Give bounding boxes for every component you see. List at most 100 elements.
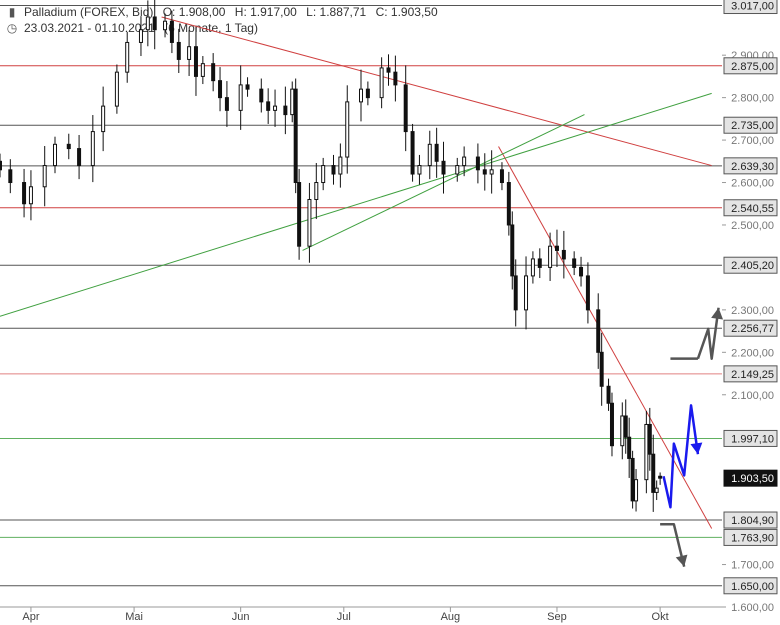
candle-body-49 <box>441 160 446 175</box>
candle-body-32 <box>297 182 302 247</box>
x-tick-label-2: Jun <box>232 611 250 623</box>
candle-body-14 <box>152 16 157 31</box>
instrument-name: Palladium (FOREX, Bid) <box>24 5 154 19</box>
candle-body-10 <box>114 71 119 107</box>
candle-body-79 <box>651 453 656 493</box>
level-tag-label-1: 2.875,00 <box>731 61 774 73</box>
level-tag-label-0: 3.017,00 <box>731 1 774 13</box>
level-tag-box-5 <box>723 256 778 274</box>
candle-body-15 <box>163 20 168 31</box>
scenario-path-2 <box>696 307 720 360</box>
candle-body-28 <box>273 105 278 111</box>
candle-body-2 <box>22 182 27 205</box>
level-tag-box-1 <box>723 57 778 75</box>
candle-body-33 <box>307 199 312 247</box>
candle-body-72 <box>620 415 625 447</box>
candle-body-48 <box>434 143 439 162</box>
level-tag-label-8: 1.997,10 <box>731 433 774 445</box>
candle-body-62 <box>548 245 553 268</box>
last-price-tag-box <box>723 469 778 487</box>
candle-body-69 <box>599 351 604 387</box>
x-tick-label-4: Aug <box>441 611 461 623</box>
candle-body-23 <box>224 97 229 111</box>
candle-body-45 <box>410 131 415 175</box>
candle-body-3 <box>28 186 33 205</box>
x-tick-label-5: Sep <box>547 611 567 623</box>
candle-body-36 <box>331 165 336 175</box>
level-tag-label-5: 2.405,20 <box>731 260 774 272</box>
open-value: O: 1.908,00 <box>162 5 226 19</box>
candle-body-0 <box>0 160 2 171</box>
level-tag-label-6: 2.256,77 <box>731 323 774 335</box>
candle-body-34 <box>314 182 319 201</box>
candle-body-64 <box>561 249 566 260</box>
candle-body-56 <box>506 182 511 226</box>
chart-header-line1: ▮ Palladium (FOREX, Bid) O: 1.908,00 H: 1… <box>6 5 444 19</box>
candle-body-50 <box>455 165 460 175</box>
candle-body-39 <box>359 88 363 103</box>
level-tag-label-10: 1.763,90 <box>731 532 774 544</box>
candle-body-76 <box>634 479 639 502</box>
x-tick-label-6: Okt <box>652 611 669 623</box>
candle-body-11 <box>125 41 130 73</box>
x-tick-label-0: Apr <box>22 611 39 623</box>
candle-body-9 <box>101 105 106 133</box>
candle-body-60 <box>530 258 535 277</box>
candle-body-65 <box>572 258 577 268</box>
y-tick-label-4: 2.500,00 <box>731 220 774 232</box>
candle-body-75 <box>630 457 635 502</box>
candle-body-70 <box>606 385 611 404</box>
level-tag-label-4: 2.540,55 <box>731 203 774 215</box>
low-value: L: 1.887,71 <box>306 5 367 19</box>
candle-body-30 <box>290 88 295 116</box>
candle-body-71 <box>609 402 614 447</box>
candle-body-8 <box>90 131 95 167</box>
candle-body-4 <box>42 165 47 188</box>
y-tick-label-3: 2.600,00 <box>731 178 774 190</box>
date-range: 23.03.2021 - 01.10.2021 <box>24 21 155 35</box>
level-tag-box-2 <box>723 116 778 134</box>
trend-line-2 <box>0 92 712 317</box>
level-tag-label-7: 2.149,25 <box>731 369 774 381</box>
level-tag-label-3: 2.639,30 <box>731 161 774 173</box>
candle-body-37 <box>338 156 343 175</box>
candle-body-19 <box>193 46 198 77</box>
candle-body-25 <box>245 84 250 90</box>
candle-body-63 <box>554 245 559 251</box>
candle-body-61 <box>537 258 542 268</box>
candle-body-43 <box>393 71 398 86</box>
level-tag-box-9 <box>723 511 778 529</box>
candle-body-42 <box>386 67 391 73</box>
level-tag-box-11 <box>723 577 778 595</box>
candle-body-53 <box>482 169 487 175</box>
last-price-tag-label: 1.903,50 <box>731 473 774 485</box>
scenario-arrowhead-3 <box>675 554 688 567</box>
candle-body-6 <box>66 143 71 150</box>
candle-body-21 <box>211 63 216 82</box>
candle-body-80 <box>654 487 659 493</box>
x-tick-label-3: Jul <box>337 611 351 623</box>
level-tag-box-3 <box>723 157 778 175</box>
scenario-path-3 <box>660 522 686 567</box>
candle-body-1 <box>8 169 13 184</box>
candle-body-68 <box>596 309 601 353</box>
candle-body-77 <box>644 423 649 481</box>
candle-body-74 <box>627 436 632 459</box>
candle-body-18 <box>187 46 192 60</box>
candle-body-7 <box>77 148 82 167</box>
candle-body-81 <box>658 475 663 479</box>
level-tag-label-11: 1.650,00 <box>731 581 774 593</box>
level-tag-box-0 <box>723 0 778 15</box>
candle-body-31 <box>293 88 298 184</box>
level-tag-box-10 <box>723 528 778 546</box>
y-tick-label-6: 2.200,00 <box>731 347 774 359</box>
candle-body-73 <box>623 415 628 438</box>
candle-body-40 <box>365 88 370 99</box>
candle-body-59 <box>524 275 529 311</box>
candle-body-52 <box>475 156 480 171</box>
candle-body-51 <box>462 156 467 167</box>
candle-body-5 <box>53 143 58 167</box>
candle-body-55 <box>499 169 504 184</box>
y-tick-label-2: 2.700,00 <box>731 135 774 147</box>
